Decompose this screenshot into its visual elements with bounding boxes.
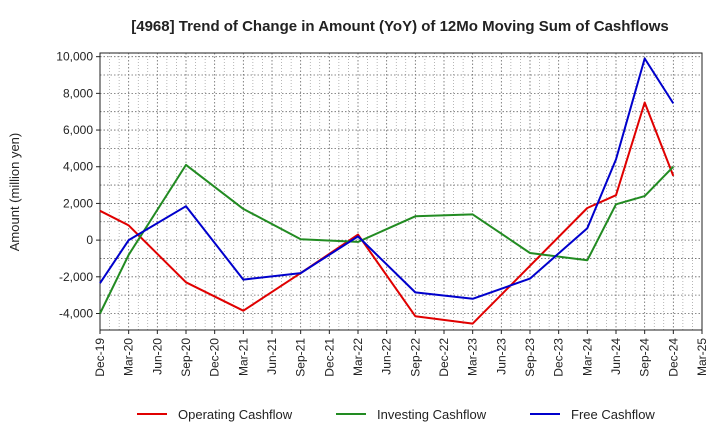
x-tick-label: Mar-20: [122, 338, 136, 376]
series-line-free-cashflow: [99, 57, 675, 300]
y-axis-ticks: -4,000 -2,000 0 2,000 4,000 6,000 8,000 10,000: [56, 50, 100, 320]
x-tick-label: Sep-24: [638, 338, 652, 377]
x-tick-label: Sep-21: [294, 338, 308, 377]
grid: [100, 53, 702, 330]
legend-label: Investing Cashflow: [377, 407, 487, 422]
x-tick-label: Dec-24: [666, 338, 680, 377]
x-tick-label: Dec-19: [93, 338, 107, 377]
x-tick-label: Jun-24: [609, 338, 623, 375]
y-tick-label: 0: [86, 233, 93, 247]
chart-title: [4968] Trend of Change in Amount (YoY) o…: [131, 18, 669, 35]
x-tick-label: Sep-22: [408, 338, 422, 377]
series-lines: [99, 57, 675, 325]
x-tick-label: Dec-23: [552, 338, 566, 377]
plot-frame: [99, 52, 703, 331]
series-line-investing-cashflow: [99, 163, 675, 314]
x-tick-label: Jun-23: [494, 338, 508, 375]
y-axis-label: Amount (million yen): [7, 133, 22, 252]
y-tick-label: 6,000: [63, 123, 93, 137]
x-tick-label: Mar-22: [351, 338, 365, 376]
x-tick-label: Sep-20: [179, 338, 193, 377]
y-tick-label: 10,000: [56, 50, 93, 64]
x-tick-label: Dec-21: [322, 338, 336, 377]
x-tick-label: Jun-20: [150, 338, 164, 375]
x-tick-label: Jun-21: [265, 338, 279, 375]
x-tick-label: Mar-25: [695, 338, 709, 376]
y-tick-label: -4,000: [59, 306, 93, 320]
x-tick-label: Mar-23: [466, 338, 480, 376]
x-tick-label: Jun-22: [380, 338, 394, 375]
y-tick-label: 4,000: [63, 160, 93, 174]
y-tick-label: 2,000: [63, 196, 93, 210]
y-tick-label: -2,000: [59, 270, 93, 284]
x-tick-label: Sep-23: [523, 338, 537, 377]
x-tick-label: Dec-20: [208, 338, 222, 377]
y-tick-label: 8,000: [63, 86, 93, 100]
series-line-operating-cashflow: [99, 101, 675, 325]
legend: Operating Cashflow Investing Cashflow Free…: [137, 407, 655, 422]
legend-label: Operating Cashflow: [178, 407, 293, 422]
x-tick-label: Mar-24: [580, 338, 594, 376]
x-tick-label: Dec-22: [437, 338, 451, 377]
legend-label: Free Cashflow: [571, 407, 655, 422]
x-axis-ticks: Dec-19 Mar-20 Jun-20 Sep-20 Dec-20 Mar-21 Jun-…: [93, 330, 709, 377]
x-tick-label: Mar-21: [236, 338, 250, 376]
